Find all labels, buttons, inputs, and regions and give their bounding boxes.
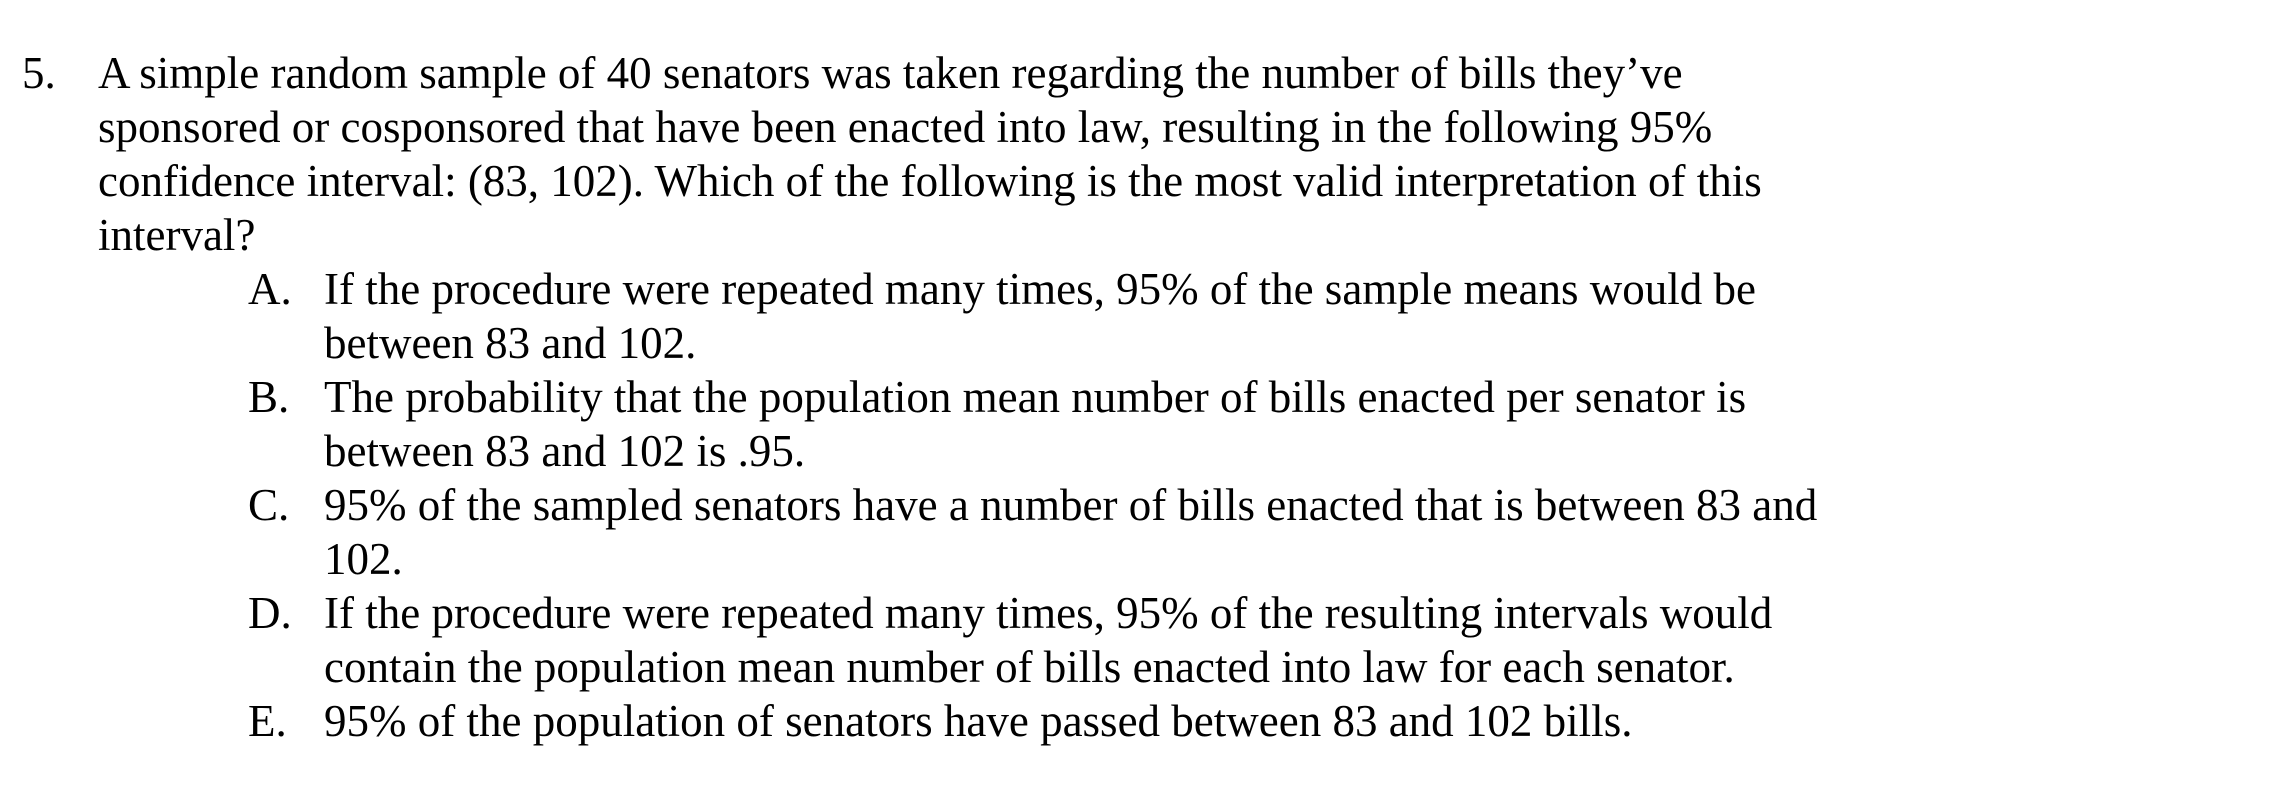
choice-text-line: 95% of the sampled senators have a numbe… bbox=[324, 480, 1818, 530]
choice-text: 95% of the population of senators have p… bbox=[324, 694, 2024, 748]
choice-c: C. 95% of the sampled senators have a nu… bbox=[0, 478, 2270, 586]
choice-text: 95% of the sampled senators have a numbe… bbox=[324, 478, 2024, 586]
question-stem-line: confidence interval: (83, 102). Which of… bbox=[98, 156, 1762, 206]
choice-text-line: The probability that the population mean… bbox=[324, 372, 1747, 422]
choice-letter: D. bbox=[248, 588, 292, 638]
choice-text: The probability that the population mean… bbox=[324, 370, 2024, 478]
choice-text-line: between 83 and 102 is .95. bbox=[324, 426, 806, 476]
choice-text: If the procedure were repeated many time… bbox=[324, 586, 2024, 694]
question-stem: A simple random sample of 40 senators wa… bbox=[98, 46, 1978, 262]
choice-letter: E. bbox=[248, 696, 287, 746]
choice-text-line: If the procedure were repeated many time… bbox=[324, 588, 1773, 638]
choice-b: B. The probability that the population m… bbox=[0, 370, 2270, 478]
choice-text-line: 95% of the population of senators have p… bbox=[324, 696, 1633, 746]
choice-text-line: If the procedure were repeated many time… bbox=[324, 264, 1756, 314]
choice-d: D. If the procedure were repeated many t… bbox=[0, 586, 2270, 694]
choice-text: If the procedure were repeated many time… bbox=[324, 262, 2024, 370]
choice-e: E. 95% of the population of senators hav… bbox=[0, 694, 2270, 748]
choice-text-line: between 83 and 102. bbox=[324, 318, 697, 368]
answer-choices-list: A. If the procedure were repeated many t… bbox=[0, 262, 2270, 748]
question-number: 5. bbox=[22, 48, 56, 98]
question-stem-line: A simple random sample of 40 senators wa… bbox=[98, 48, 1683, 98]
choice-letter: A. bbox=[248, 264, 292, 314]
choice-a: A. If the procedure were repeated many t… bbox=[0, 262, 2270, 370]
choice-letter: C. bbox=[248, 480, 290, 530]
choice-text-line: contain the population mean number of bi… bbox=[324, 642, 1735, 692]
question-stem-line: sponsored or cosponsored that have been … bbox=[98, 102, 1713, 152]
choice-letter: B. bbox=[248, 372, 290, 422]
choice-text-line: 102. bbox=[324, 534, 403, 584]
question-stem-line: interval? bbox=[98, 210, 256, 260]
